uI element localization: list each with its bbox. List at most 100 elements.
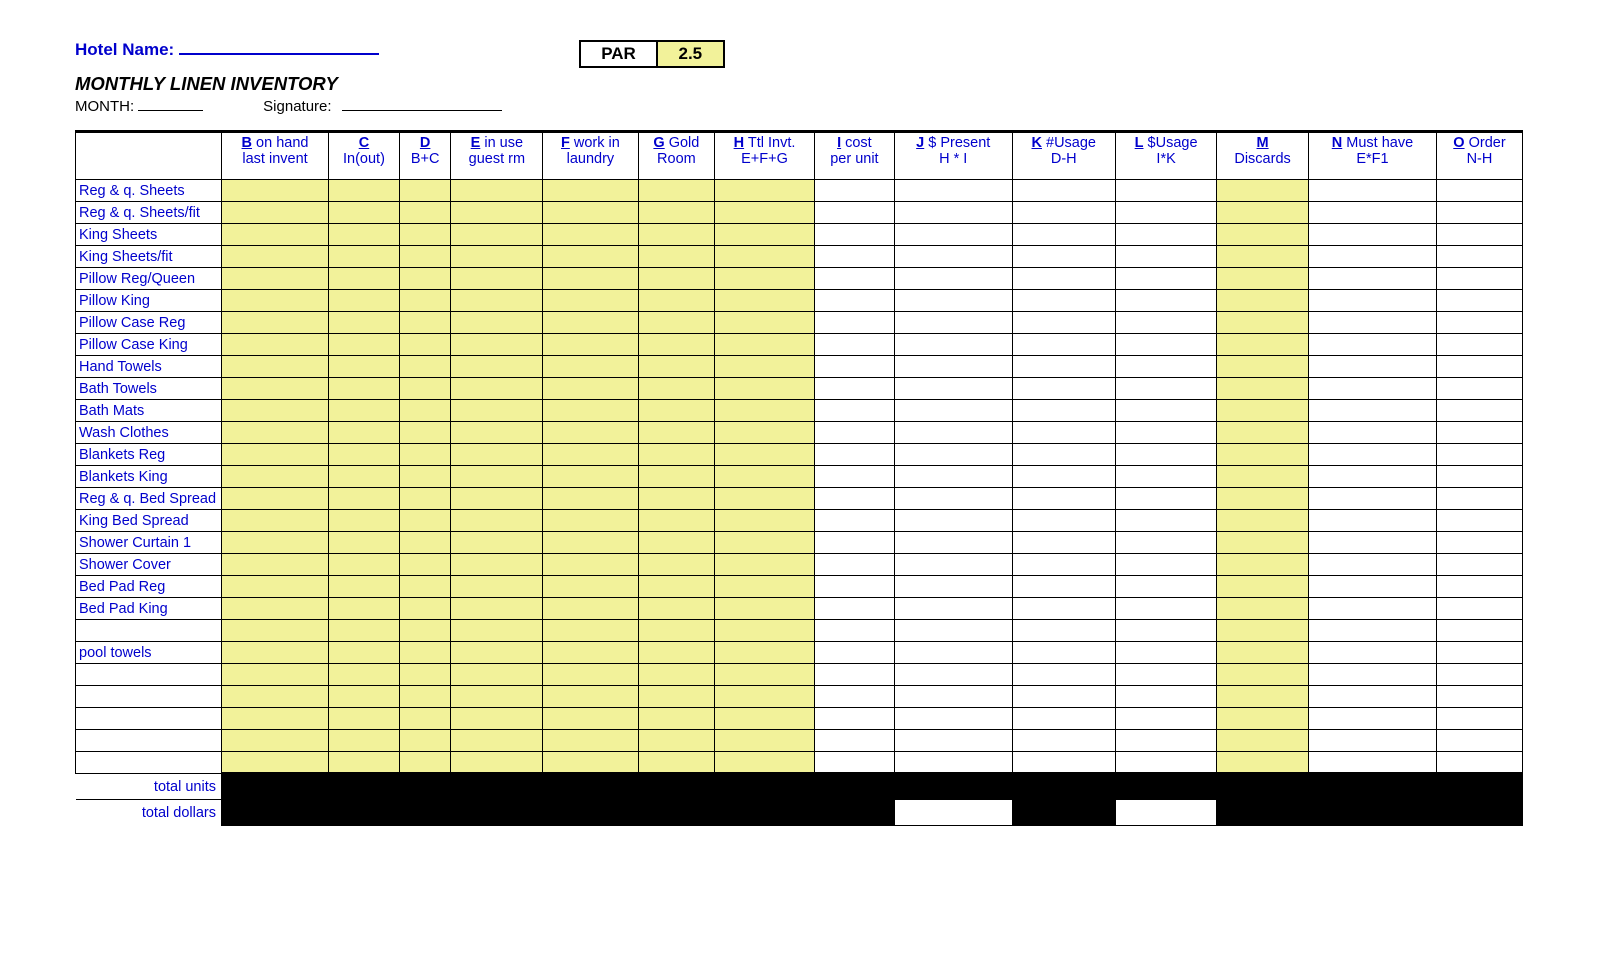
cell[interactable] [1116, 444, 1217, 466]
cell[interactable] [894, 400, 1012, 422]
cell[interactable] [451, 708, 543, 730]
cell[interactable] [451, 620, 543, 642]
cell[interactable] [715, 642, 815, 664]
cell[interactable] [1308, 400, 1436, 422]
cell[interactable] [1116, 400, 1217, 422]
cell[interactable] [1308, 334, 1436, 356]
cell[interactable] [1012, 334, 1116, 356]
cell[interactable] [1012, 598, 1116, 620]
cell[interactable] [222, 312, 329, 334]
cell[interactable] [1217, 400, 1309, 422]
cell[interactable] [1012, 444, 1116, 466]
cell[interactable] [329, 246, 400, 268]
cell[interactable] [814, 246, 894, 268]
cell[interactable] [715, 510, 815, 532]
cell[interactable] [715, 312, 815, 334]
cell[interactable] [1436, 378, 1522, 400]
cell[interactable] [814, 356, 894, 378]
cell[interactable] [1308, 356, 1436, 378]
cell[interactable] [1116, 246, 1217, 268]
cell[interactable] [1012, 356, 1116, 378]
cell[interactable] [451, 642, 543, 664]
cell[interactable] [1436, 290, 1522, 312]
cell[interactable] [329, 708, 400, 730]
cell[interactable] [1308, 664, 1436, 686]
cell[interactable] [894, 664, 1012, 686]
cell[interactable] [222, 466, 329, 488]
cell[interactable] [329, 312, 400, 334]
cell[interactable] [399, 554, 451, 576]
cell[interactable] [1308, 488, 1436, 510]
cell[interactable] [638, 554, 715, 576]
cell[interactable] [1116, 730, 1217, 752]
cell[interactable] [1436, 334, 1522, 356]
cell[interactable] [1012, 642, 1116, 664]
cell[interactable] [1116, 334, 1217, 356]
cell[interactable] [894, 422, 1012, 444]
cell[interactable] [1217, 356, 1309, 378]
cell[interactable] [1116, 598, 1217, 620]
cell[interactable] [451, 290, 543, 312]
cell[interactable] [222, 708, 329, 730]
cell[interactable] [715, 664, 815, 686]
cell[interactable] [399, 334, 451, 356]
cell[interactable] [329, 334, 400, 356]
cell[interactable] [329, 730, 400, 752]
cell[interactable] [814, 752, 894, 774]
cell[interactable] [399, 730, 451, 752]
cell[interactable] [715, 356, 815, 378]
cell[interactable] [329, 268, 400, 290]
cell[interactable] [1436, 224, 1522, 246]
cell[interactable] [451, 686, 543, 708]
cell[interactable] [1308, 224, 1436, 246]
cell[interactable] [1436, 708, 1522, 730]
cell[interactable] [814, 598, 894, 620]
cell[interactable] [638, 378, 715, 400]
cell[interactable] [1308, 576, 1436, 598]
par-value[interactable]: 2.5 [658, 42, 723, 66]
cell[interactable] [1012, 532, 1116, 554]
cell[interactable] [1116, 356, 1217, 378]
cell[interactable] [329, 378, 400, 400]
cell[interactable] [222, 730, 329, 752]
cell[interactable] [399, 378, 451, 400]
cell[interactable] [1116, 620, 1217, 642]
cell[interactable] [543, 488, 638, 510]
cell[interactable] [451, 356, 543, 378]
cell[interactable] [1012, 466, 1116, 488]
cell[interactable] [222, 334, 329, 356]
cell[interactable] [451, 422, 543, 444]
cell[interactable] [222, 752, 329, 774]
cell[interactable] [222, 686, 329, 708]
cell[interactable] [894, 312, 1012, 334]
cell[interactable] [715, 708, 815, 730]
cell[interactable] [814, 686, 894, 708]
cell[interactable] [399, 664, 451, 686]
cell[interactable] [1012, 488, 1116, 510]
cell[interactable] [543, 202, 638, 224]
cell[interactable] [1217, 444, 1309, 466]
cell[interactable] [638, 290, 715, 312]
cell[interactable] [1012, 708, 1116, 730]
cell[interactable] [329, 356, 400, 378]
cell[interactable] [1116, 642, 1217, 664]
cell[interactable] [715, 532, 815, 554]
cell[interactable] [1116, 532, 1217, 554]
cell[interactable] [222, 598, 329, 620]
cell[interactable] [1217, 752, 1309, 774]
cell[interactable] [1436, 356, 1522, 378]
cell[interactable] [451, 378, 543, 400]
cell[interactable] [451, 598, 543, 620]
cell[interactable] [715, 620, 815, 642]
cell[interactable] [1116, 290, 1217, 312]
cell[interactable] [543, 532, 638, 554]
cell[interactable] [715, 268, 815, 290]
cell[interactable] [222, 356, 329, 378]
cell[interactable] [1436, 202, 1522, 224]
cell[interactable] [451, 202, 543, 224]
cell[interactable] [222, 642, 329, 664]
cell[interactable] [451, 488, 543, 510]
cell[interactable] [222, 202, 329, 224]
cell[interactable] [222, 664, 329, 686]
cell[interactable] [1217, 290, 1309, 312]
